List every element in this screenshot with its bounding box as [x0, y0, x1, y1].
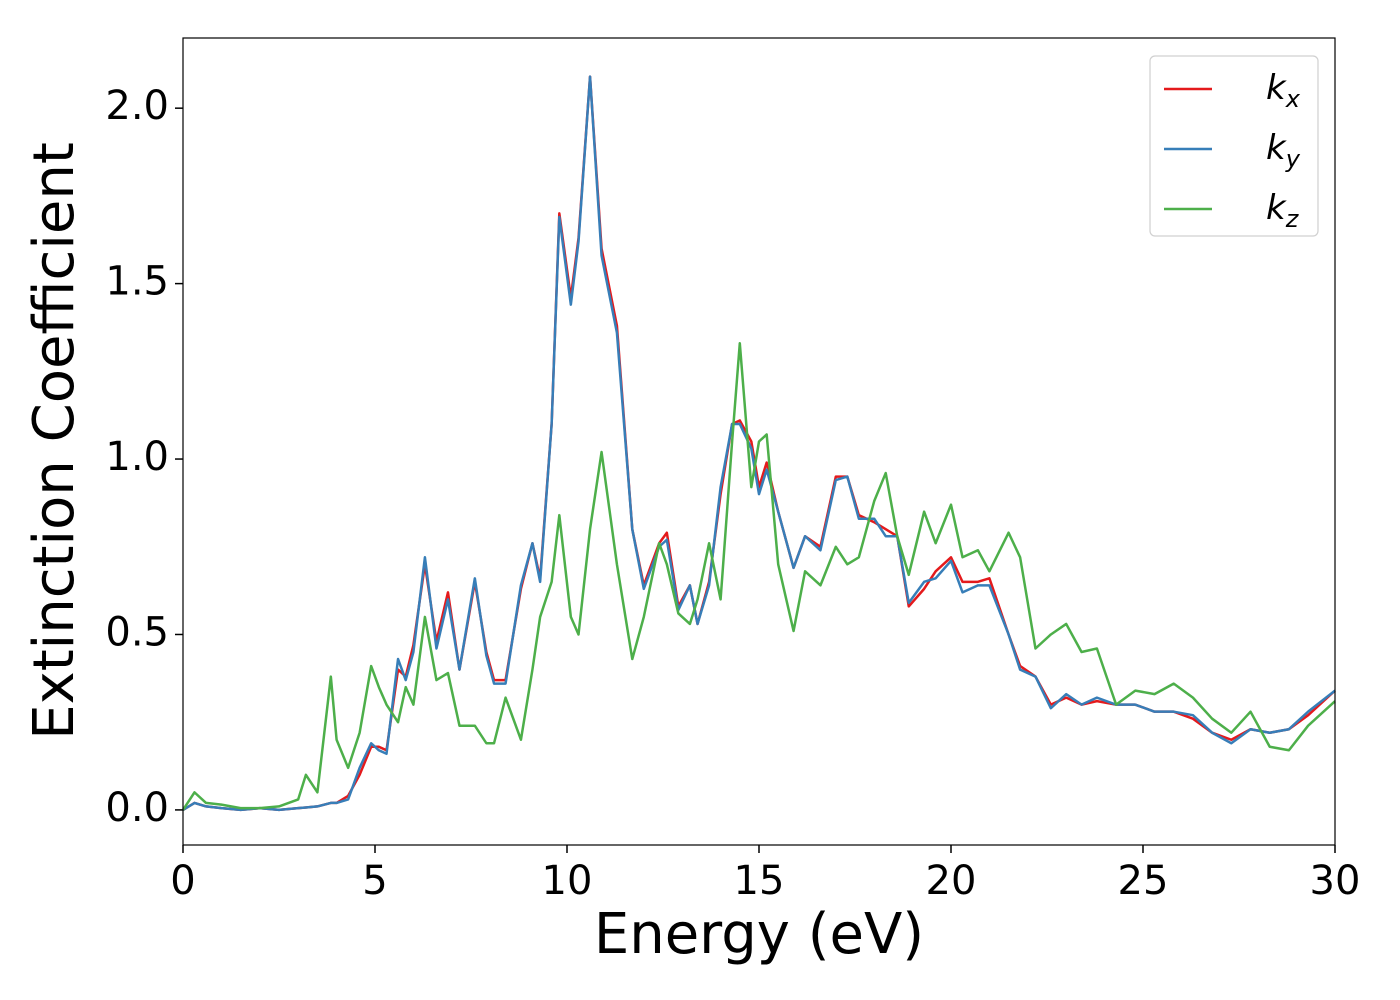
- x-tick-label: 25: [1118, 858, 1169, 904]
- x-axis-label: Energy (eV): [594, 902, 924, 967]
- y-tick-label: 1.0: [105, 434, 169, 480]
- data-line: [181, 342, 1336, 811]
- y-tick-label: 1.5: [105, 259, 169, 305]
- x-tick-label: 10: [542, 858, 593, 904]
- legend-box: [1149, 55, 1319, 237]
- plot-frame: [182, 37, 1336, 846]
- y-tick-label: 2.0: [105, 83, 169, 129]
- x-tick-label: 30: [1310, 858, 1361, 904]
- y-tick-label: 0.5: [105, 609, 169, 655]
- legend-label: kz: [1266, 188, 1300, 233]
- x-tick-label: 15: [734, 858, 785, 904]
- x-tick-label: 5: [362, 858, 387, 904]
- x-tick-label: 20: [926, 858, 977, 904]
- x-tick-label: 0: [170, 858, 195, 904]
- y-axis-label: Extinction Coefficient: [22, 142, 87, 740]
- legend-label: kx: [1266, 68, 1301, 113]
- legend-label: ky: [1266, 128, 1301, 173]
- data-line: [182, 75, 1336, 812]
- y-tick-label: 0.0: [105, 785, 169, 831]
